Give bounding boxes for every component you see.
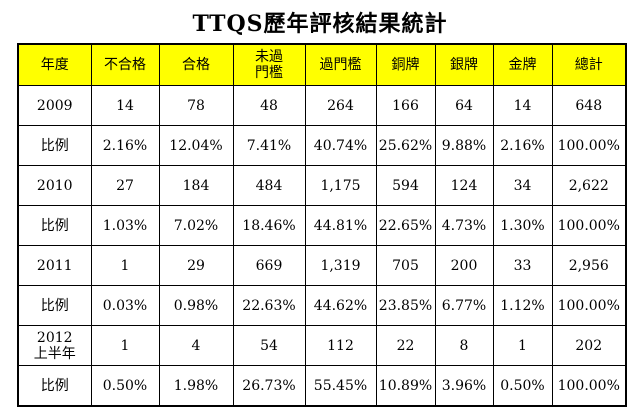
data-cell: 1 [90, 325, 160, 366]
title: TTQS歷年評核結果統計 [192, 11, 448, 37]
data-cell: 1,175 [304, 165, 377, 206]
data-cell: 1 [492, 325, 553, 366]
data-cell: 10.89% [375, 365, 436, 407]
data-cell: 23.85% [375, 285, 436, 326]
data-cell: 18.46% [232, 205, 306, 246]
data-cell: 22.63% [232, 285, 306, 326]
header-cell: 金牌 [492, 43, 553, 86]
data-cell: 1.30% [492, 205, 553, 246]
data-cell: 200 [434, 245, 494, 286]
data-cell: 0.50% [492, 365, 553, 407]
data-cell: 14 [492, 85, 553, 126]
data-cell: 484 [232, 165, 306, 206]
header-cell: 不合格 [90, 43, 160, 86]
data-cell: 22.65% [375, 205, 436, 246]
row-label: 比例 [17, 125, 92, 166]
data-cell: 2.16% [90, 125, 160, 166]
data-row: 2009 14 78 48 264 166 64 14 648 [17, 85, 627, 126]
data-cell: 44.81% [304, 205, 377, 246]
data-cell: 100.00% [551, 285, 627, 326]
header-cell: 合格 [158, 43, 234, 86]
data-cell: 25.62% [375, 125, 436, 166]
data-cell: 100.00% [551, 125, 627, 166]
row-label: 2011 [17, 245, 92, 286]
data-cell: 202 [551, 325, 627, 366]
data-cell: 648 [551, 85, 627, 126]
data-cell: 0.03% [90, 285, 160, 326]
data-cell: 54 [232, 325, 306, 366]
data-cell: 2,956 [551, 245, 627, 286]
data-cell: 29 [158, 245, 234, 286]
data-cell: 7.02% [158, 205, 234, 246]
data-cell: 1.12% [492, 285, 553, 326]
data-cell: 8 [434, 325, 494, 366]
data-cell: 1,319 [304, 245, 377, 286]
data-cell: 3.96% [434, 365, 494, 407]
data-cell: 34 [492, 165, 553, 206]
data-cell: 9.88% [434, 125, 494, 166]
data-cell: 184 [158, 165, 234, 206]
row-label: 2010 [17, 165, 92, 206]
data-cell: 78 [158, 85, 234, 126]
data-cell: 112 [304, 325, 377, 366]
results-table: 年度 不合格 合格 未過 門檻 過門檻 銅牌 銀牌 金牌 總計 2009 14 78 48 264 166 6… [17, 43, 627, 407]
data-cell: 1.98% [158, 365, 234, 407]
header-cell: 過門檻 [304, 43, 377, 86]
data-cell: 2.16% [492, 125, 553, 166]
row-label: 2009 [17, 85, 92, 126]
data-row: 比例 0.03% 0.98% 22.63% 44.62% 23.85% 6.77% 1.12%… [17, 285, 627, 326]
data-cell: 40.74% [304, 125, 377, 166]
row-label: 2012 上半年 [17, 325, 92, 366]
data-cell: 166 [375, 85, 436, 126]
data-cell: 48 [232, 85, 306, 126]
header-cell: 總計 [551, 43, 627, 86]
data-cell: 264 [304, 85, 377, 126]
data-cell: 594 [375, 165, 436, 206]
data-row: 2012 上半年 1 4 54 112 22 8 1 202 [17, 325, 627, 366]
data-cell: 27 [90, 165, 160, 206]
header-row: 年度 不合格 合格 未過 門檻 過門檻 銅牌 銀牌 金牌 總計 [17, 43, 627, 86]
data-cell: 4.73% [434, 205, 494, 246]
data-cell: 0.98% [158, 285, 234, 326]
header-cell: 未過 門檻 [232, 43, 306, 86]
data-cell: 124 [434, 165, 494, 206]
data-cell: 33 [492, 245, 553, 286]
data-row: 比例 2.16% 12.04% 7.41% 40.74% 25.62% 9.88% 2.16%… [17, 125, 627, 166]
header-cell: 年度 [17, 43, 92, 86]
data-cell: 100.00% [551, 365, 627, 407]
data-cell: 4 [158, 325, 234, 366]
data-row: 比例 0.50% 1.98% 26.73% 55.45% 10.89% 3.96% 0.50%… [17, 365, 627, 407]
header-cell: 銀牌 [434, 43, 494, 86]
data-cell: 6.77% [434, 285, 494, 326]
data-row: 2010 27 184 484 1,175 594 124 34 2,622 [17, 165, 627, 206]
data-cell: 12.04% [158, 125, 234, 166]
data-cell: 14 [90, 85, 160, 126]
row-label: 比例 [17, 285, 92, 326]
header-cell: 銅牌 [375, 43, 436, 86]
data-cell: 2,622 [551, 165, 627, 206]
data-cell: 55.45% [304, 365, 377, 407]
row-label: 比例 [17, 205, 92, 246]
data-cell: 100.00% [551, 205, 627, 246]
data-row: 比例 1.03% 7.02% 18.46% 44.81% 22.65% 4.73% 1.30%… [17, 205, 627, 246]
data-cell: 44.62% [304, 285, 377, 326]
data-cell: 1 [90, 245, 160, 286]
data-cell: 1.03% [90, 205, 160, 246]
data-cell: 22 [375, 325, 436, 366]
data-cell: 7.41% [232, 125, 306, 166]
data-cell: 0.50% [90, 365, 160, 407]
data-cell: 669 [232, 245, 306, 286]
row-label: 比例 [17, 365, 92, 407]
data-cell: 705 [375, 245, 436, 286]
data-row: 2011 1 29 669 1,319 705 200 33 2,956 [17, 245, 627, 286]
data-cell: 64 [434, 85, 494, 126]
data-cell: 26.73% [232, 365, 306, 407]
